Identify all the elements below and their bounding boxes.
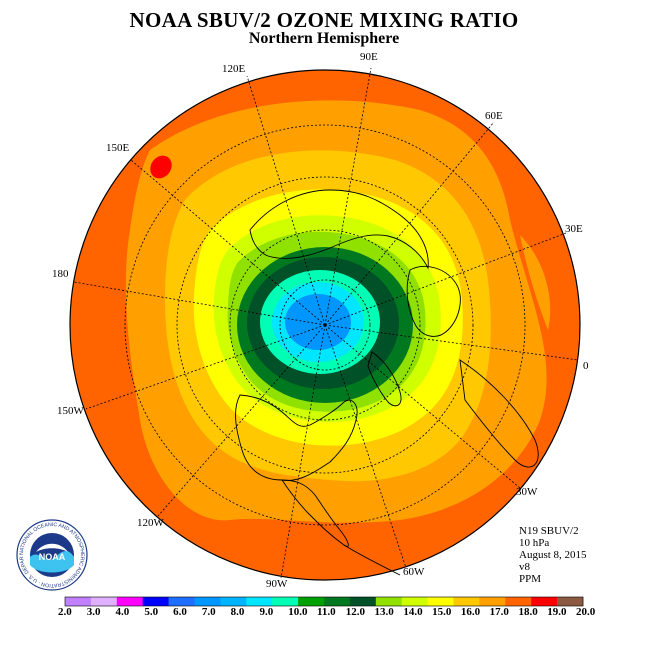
colorbar-tick-label: 8.0 [230, 606, 245, 618]
lon-label-150w: 150W [57, 405, 84, 417]
hotspot-red [150, 155, 172, 179]
field-blue-core [285, 294, 351, 350]
lon-label-150e: 150E [106, 142, 130, 154]
meridian-0 [324, 324, 579, 361]
noaa-logo: NATIONAL OCEANIC AND ATMOSPHERIC ADMINIS… [16, 519, 88, 591]
info-date: August 8, 2015 [519, 549, 587, 561]
colorbar-tick-label: 2.0 [58, 606, 72, 618]
info-units: PPM [519, 573, 542, 585]
lon-label-30e: 30E [565, 223, 583, 235]
meridian-90w [280, 324, 326, 579]
map-subtitle: Northern Hemisphere [248, 30, 400, 47]
colorbar-tick-label: 13.0 [374, 606, 394, 618]
colorbar-tick-label: 6.0 [173, 606, 187, 618]
colorbar-tick-label: 4.0 [115, 606, 130, 618]
colorbar-tick-label: 18.0 [518, 606, 538, 618]
meridian-180 [73, 281, 326, 326]
lon-label-90e: 90E [360, 51, 378, 63]
map-boundary [69, 69, 581, 581]
info-version: v8 [519, 561, 530, 573]
coastline-asia [249, 189, 429, 270]
colorbar-tick-label: 5.0 [144, 606, 159, 618]
colorbar-tick-label: 9.0 [259, 606, 274, 618]
field-orange-patch [520, 235, 551, 330]
map-title: NOAA SBUV/2 OZONE MIXING RATIO [129, 8, 519, 32]
colorbar-tick-label: 19.0 [547, 606, 567, 618]
colorbar-tick-label: 10.0 [288, 606, 308, 618]
meridian-120e [246, 75, 326, 326]
colorbar-tick-label: 14.0 [403, 606, 423, 618]
coastline-south-america [343, 544, 401, 576]
latitude-circle-30n [124, 124, 526, 526]
lon-label-60e: 60E [485, 110, 503, 122]
coastline-africa [459, 359, 539, 468]
coastline-north-america [235, 394, 358, 481]
coastline-europe [406, 266, 461, 337]
latitude-circle-45n [176, 176, 474, 474]
coastline-central-america [281, 479, 349, 547]
meridian-30e [324, 232, 567, 326]
colorbar-tick-label: 12.0 [345, 606, 366, 618]
info-block: N19 SBUV/2 10 hPa August 8, 2015 v8 PPM [519, 525, 587, 585]
lon-label-120e: 120E [222, 63, 246, 75]
lon-label-180: 180 [52, 268, 69, 280]
colorbar-tick-label: 3.0 [86, 606, 101, 618]
lon-label-30w: 30W [516, 486, 538, 498]
latitude-circle-75n [279, 279, 371, 371]
meridian-150e [130, 159, 326, 326]
coastlines [235, 189, 539, 576]
graticule [73, 67, 579, 579]
latitude-circle-60n [229, 229, 421, 421]
lon-label-0: 0 [583, 360, 589, 372]
colorbar-tick-label: 15.0 [432, 606, 452, 618]
colorbar-tick-label: 11.0 [317, 606, 336, 618]
lon-label-60w: 60W [403, 566, 425, 578]
logo-bird [36, 543, 68, 552]
colorbar-tick-label: 17.0 [489, 606, 509, 618]
info-pressure-level: 10 hPa [519, 537, 550, 549]
lon-label-90w: 90W [266, 578, 288, 590]
logo-wave [30, 551, 74, 573]
info-satellite: N19 SBUV/2 [519, 525, 579, 537]
meridian-90e [324, 67, 372, 326]
meridian-60w [324, 324, 407, 569]
lon-label-120w: 120W [137, 517, 164, 529]
colorbar-tick-label: 20.0 [576, 606, 596, 618]
colorbar-tick-label: 7.0 [201, 606, 216, 618]
coastline-greenland [367, 351, 402, 407]
logo-wordmark: NOAA [39, 552, 66, 562]
colorbar-tick-label: 16.0 [460, 606, 481, 618]
